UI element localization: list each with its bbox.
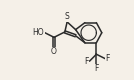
Text: O: O (51, 47, 57, 56)
Text: F: F (94, 64, 99, 73)
Text: S: S (65, 12, 70, 21)
Text: HO: HO (32, 28, 44, 37)
Text: F: F (84, 57, 89, 66)
Text: F: F (106, 54, 110, 63)
